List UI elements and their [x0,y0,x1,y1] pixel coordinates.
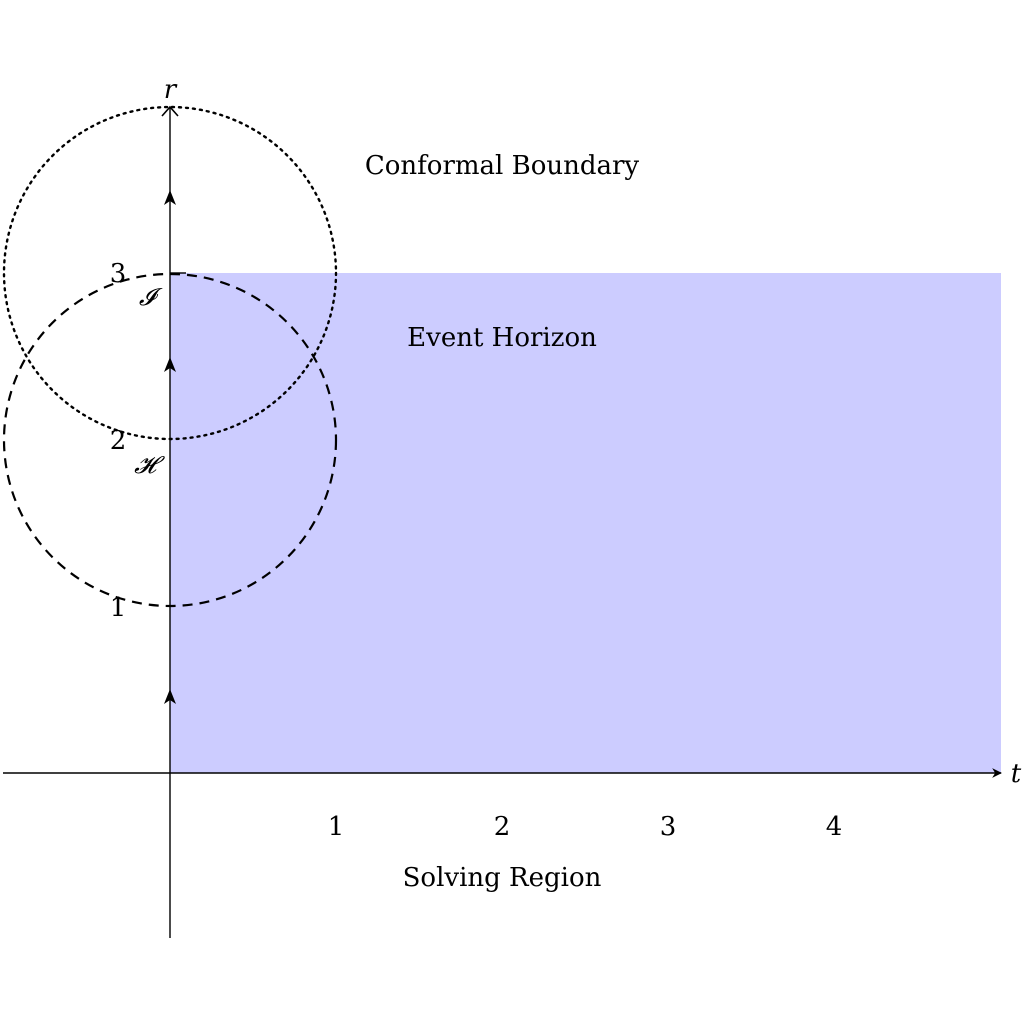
flow-arrow-3 [164,190,176,205]
r-tick-label: 3 [110,259,127,289]
t-tick-label: 2 [494,812,511,842]
conformal-boundary-label: Conformal Boundary [365,151,640,181]
t-tick-label: 1 [328,812,345,842]
r-tick-label: 2 [110,426,127,456]
solving-region-rect [170,273,1001,773]
horizon-symbol: 𝓗 [134,451,165,479]
t-axis-label: t [1011,759,1022,789]
scri-symbol: 𝓘 [139,283,163,311]
flow-arrow-2 [164,357,176,372]
r-tick-label: 1 [110,593,127,623]
t-tick-label: 4 [826,812,843,842]
solving-region-label: Solving Region [403,863,602,893]
r-axis-arrowhead [161,105,179,117]
event-horizon-label: Event Horizon [407,323,597,353]
flow-arrow-1 [164,689,176,704]
t-tick-label: 3 [660,812,677,842]
r-axis-label: r [164,75,178,105]
